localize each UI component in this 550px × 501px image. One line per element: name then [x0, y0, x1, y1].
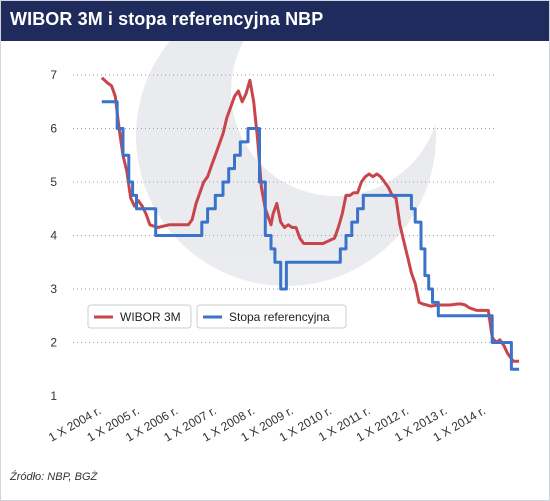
y-tick-label: 3: [50, 282, 57, 296]
series-lines: [100, 76, 520, 371]
chart-title: WIBOR 3M i stopa referencyjna NBP: [10, 9, 324, 29]
y-tick-label: 7: [50, 68, 57, 82]
gridlines: [73, 74, 496, 343]
y-axis-ticks: 1 2 3 4 5 6 7: [50, 68, 57, 403]
series-line-reference-rate: [101, 100, 520, 371]
x-axis-ticks: 1 X 2004 r.1 X 2005 r.1 X 2006 r.1 X 200…: [46, 403, 488, 444]
header-bar: WIBOR 3M i stopa referencyjna NBP: [1, 1, 549, 41]
legend: WIBOR 3M Stopa referencyjna: [87, 304, 347, 329]
series-line-wibor: [100, 76, 520, 363]
line-chart: 1 2 3 4 5 6 7 1 X 2004 r.1 X 2005 r.1 X 2006 r…: [46, 41, 520, 445]
y-tick-label: 4: [50, 229, 57, 243]
y-tick-label: 2: [50, 336, 57, 350]
legend-item-reference-box: [196, 304, 347, 329]
legend-label-wibor: WIBOR 3M: [120, 310, 181, 324]
y-tick-label: 1: [50, 389, 57, 403]
watermark-logo: [136, 41, 441, 286]
source-note: Źródło: NBP, BGŻ: [10, 471, 98, 483]
legend-item-wibor-box: [87, 304, 192, 329]
legend-label-reference-rate: Stopa referencyjna: [229, 310, 330, 324]
y-tick-label: 5: [50, 175, 57, 189]
y-tick-label: 6: [50, 122, 57, 136]
